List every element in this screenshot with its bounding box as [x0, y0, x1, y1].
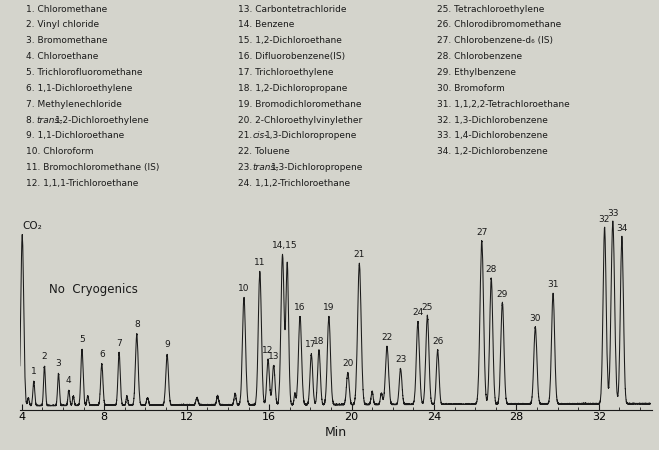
Text: 10: 10 [238, 284, 250, 293]
Text: 19: 19 [323, 303, 335, 312]
X-axis label: Min: Min [325, 427, 347, 440]
Text: 11: 11 [254, 258, 266, 267]
Text: 5: 5 [79, 335, 85, 344]
Text: 33. 1,4-Dichlorobenzene: 33. 1,4-Dichlorobenzene [438, 131, 548, 140]
Text: 15. 1,2-Dichloroethane: 15. 1,2-Dichloroethane [238, 36, 342, 45]
Text: 6: 6 [99, 350, 105, 359]
Text: cis-: cis- [252, 131, 268, 140]
Text: 26. Chlorodibromomethane: 26. Chlorodibromomethane [438, 20, 561, 29]
Text: 3. Bromomethane: 3. Bromomethane [26, 36, 107, 45]
Text: 8: 8 [134, 320, 140, 329]
Text: 21.: 21. [238, 131, 255, 140]
Text: 23.: 23. [238, 163, 255, 172]
Text: trans-: trans- [37, 116, 63, 125]
Text: 12. 1,1,1-Trichloroethane: 12. 1,1,1-Trichloroethane [26, 179, 138, 188]
Text: 28: 28 [486, 265, 497, 274]
Text: trans-: trans- [252, 163, 279, 172]
Text: 34: 34 [616, 224, 627, 233]
Text: 31: 31 [548, 280, 559, 289]
Text: 10. Chloroform: 10. Chloroform [26, 147, 94, 156]
Text: 32: 32 [598, 215, 610, 224]
Text: 34. 1,2-Dichlorobenzene: 34. 1,2-Dichlorobenzene [438, 147, 548, 156]
Text: 6. 1,1-Dichloroethylene: 6. 1,1-Dichloroethylene [26, 84, 132, 93]
Text: 22. Toluene: 22. Toluene [238, 147, 290, 156]
Text: 1,3-Dichloropropene: 1,3-Dichloropropene [264, 131, 357, 140]
Text: 7: 7 [116, 338, 122, 347]
Text: 27: 27 [476, 228, 488, 237]
Text: 24: 24 [413, 308, 424, 317]
Text: 13. Carbontetrachloride: 13. Carbontetrachloride [238, 4, 347, 13]
Text: 1,3-Dichloropropene: 1,3-Dichloropropene [271, 163, 363, 172]
Text: 29. Ethylbenzene: 29. Ethylbenzene [438, 68, 516, 77]
Text: 8.: 8. [26, 116, 38, 125]
Text: 21: 21 [354, 250, 365, 259]
Text: 18. 1,2-Dichloropropane: 18. 1,2-Dichloropropane [238, 84, 347, 93]
Text: 29: 29 [497, 290, 508, 299]
Text: 9. 1,1-Dichloroethane: 9. 1,1-Dichloroethane [26, 131, 125, 140]
Text: 9: 9 [164, 340, 170, 349]
Text: 1,2-Dichloroethylene: 1,2-Dichloroethylene [55, 116, 150, 125]
Text: 18: 18 [313, 337, 325, 346]
Text: 14. Benzene: 14. Benzene [238, 20, 295, 29]
Text: 27. Chlorobenzene-d₆ (IS): 27. Chlorobenzene-d₆ (IS) [438, 36, 554, 45]
Text: 1: 1 [31, 367, 37, 376]
Text: 33: 33 [607, 209, 619, 218]
Text: 25: 25 [422, 303, 433, 312]
Text: 32. 1,3-Dichlorobenzene: 32. 1,3-Dichlorobenzene [438, 116, 548, 125]
Text: 23: 23 [395, 356, 407, 364]
Text: 19. Bromodichloromethane: 19. Bromodichloromethane [238, 100, 362, 109]
Text: 30: 30 [530, 314, 541, 323]
Text: 16: 16 [295, 303, 306, 312]
Text: 14,15: 14,15 [272, 241, 297, 250]
Text: 4. Chloroethane: 4. Chloroethane [26, 52, 98, 61]
Text: No  Cryogenics: No Cryogenics [49, 283, 138, 296]
Text: 31. 1,1,2,2-Tetrachloroethane: 31. 1,1,2,2-Tetrachloroethane [438, 100, 570, 109]
Text: 4: 4 [66, 376, 72, 385]
Text: 12: 12 [262, 346, 273, 355]
Text: 5. Trichlorofluoromethane: 5. Trichlorofluoromethane [26, 68, 142, 77]
Text: 20. 2-Chloroethylvinylether: 20. 2-Chloroethylvinylether [238, 116, 362, 125]
Text: 22: 22 [382, 333, 393, 342]
Text: 2. Vinyl chloride: 2. Vinyl chloride [26, 20, 100, 29]
Text: CO₂: CO₂ [22, 221, 42, 231]
Text: 26: 26 [432, 337, 444, 346]
Text: 24. 1,1,2-Trichloroethane: 24. 1,1,2-Trichloroethane [238, 179, 350, 188]
Text: 17. Trichloroethylene: 17. Trichloroethylene [238, 68, 333, 77]
Text: 28. Chlorobenzene: 28. Chlorobenzene [438, 52, 523, 61]
Text: 2: 2 [42, 351, 47, 360]
Text: 25. Tetrachloroethylene: 25. Tetrachloroethylene [438, 4, 545, 13]
Text: 20: 20 [342, 359, 353, 368]
Text: 17: 17 [305, 340, 316, 349]
Text: 16. Difluorobenzene(IS): 16. Difluorobenzene(IS) [238, 52, 345, 61]
Text: 1. Chloromethane: 1. Chloromethane [26, 4, 107, 13]
Text: 30. Bromoform: 30. Bromoform [438, 84, 505, 93]
Text: 13: 13 [268, 351, 279, 360]
Text: 11. Bromochloromethane (IS): 11. Bromochloromethane (IS) [26, 163, 159, 172]
Text: 3: 3 [55, 359, 61, 368]
Text: 7. Methylenechloride: 7. Methylenechloride [26, 100, 122, 109]
